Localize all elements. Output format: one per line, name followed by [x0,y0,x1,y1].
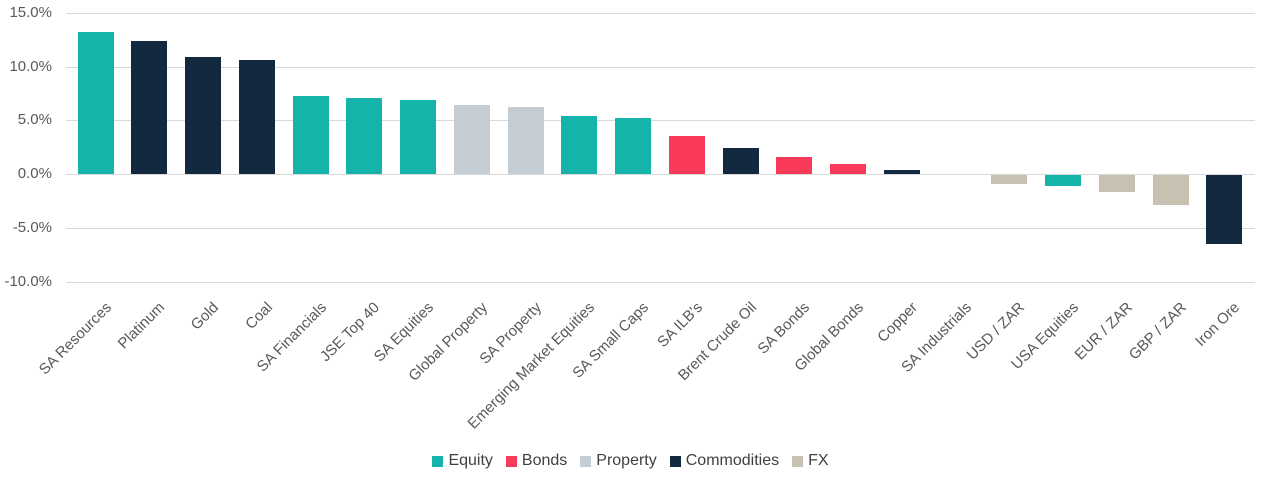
legend-swatch-icon [669,455,681,467]
legend-label: Property [596,452,657,469]
bar [453,105,490,175]
legend-swatch-icon [792,455,804,467]
legend: Equity Bonds Property Commodities FX [0,449,1261,473]
y-axis-label: 15.0% [9,3,52,21]
bar [238,60,275,175]
legend-swatch-icon [580,455,592,467]
bar [830,164,866,175]
bar [883,169,920,175]
legend-label: FX [808,452,829,469]
legend-swatch-icon [432,455,444,467]
bar [77,32,114,175]
bar [292,95,329,175]
bar [1152,175,1189,206]
gridline [66,281,1255,283]
zero-gridline [66,174,1255,176]
bar [1098,175,1135,193]
gridline [66,120,1255,122]
legend-item: Commodities [669,452,780,470]
gridline [66,12,1255,14]
y-axis-label: -10.0% [4,272,52,290]
bar [668,136,705,175]
legend-item: Bonds [505,452,568,470]
bar [185,56,221,175]
legend-swatch-icon [505,455,517,467]
legend-item: Equity [432,452,493,470]
gridline [66,66,1255,68]
gridline [66,227,1255,229]
bar [400,99,436,175]
y-axis-label: 5.0% [17,111,52,129]
bar [131,40,168,175]
legend-label: Equity [448,452,493,469]
legend-label: Bonds [521,452,568,469]
bar [346,97,383,175]
y-axis-label: 10.0% [9,57,52,75]
bar [1045,175,1081,186]
bar [722,148,759,175]
bar [776,156,813,175]
legend-item: Property [580,452,657,470]
legend-item: FX [792,452,829,470]
bar [615,118,651,175]
bar [561,115,598,175]
bar [991,175,1028,184]
legend-label: Commodities [685,452,780,469]
bar [507,107,544,175]
y-axis-label: 0.0% [17,165,52,183]
y-axis-label: -5.0% [12,218,52,236]
bar [1206,175,1243,244]
